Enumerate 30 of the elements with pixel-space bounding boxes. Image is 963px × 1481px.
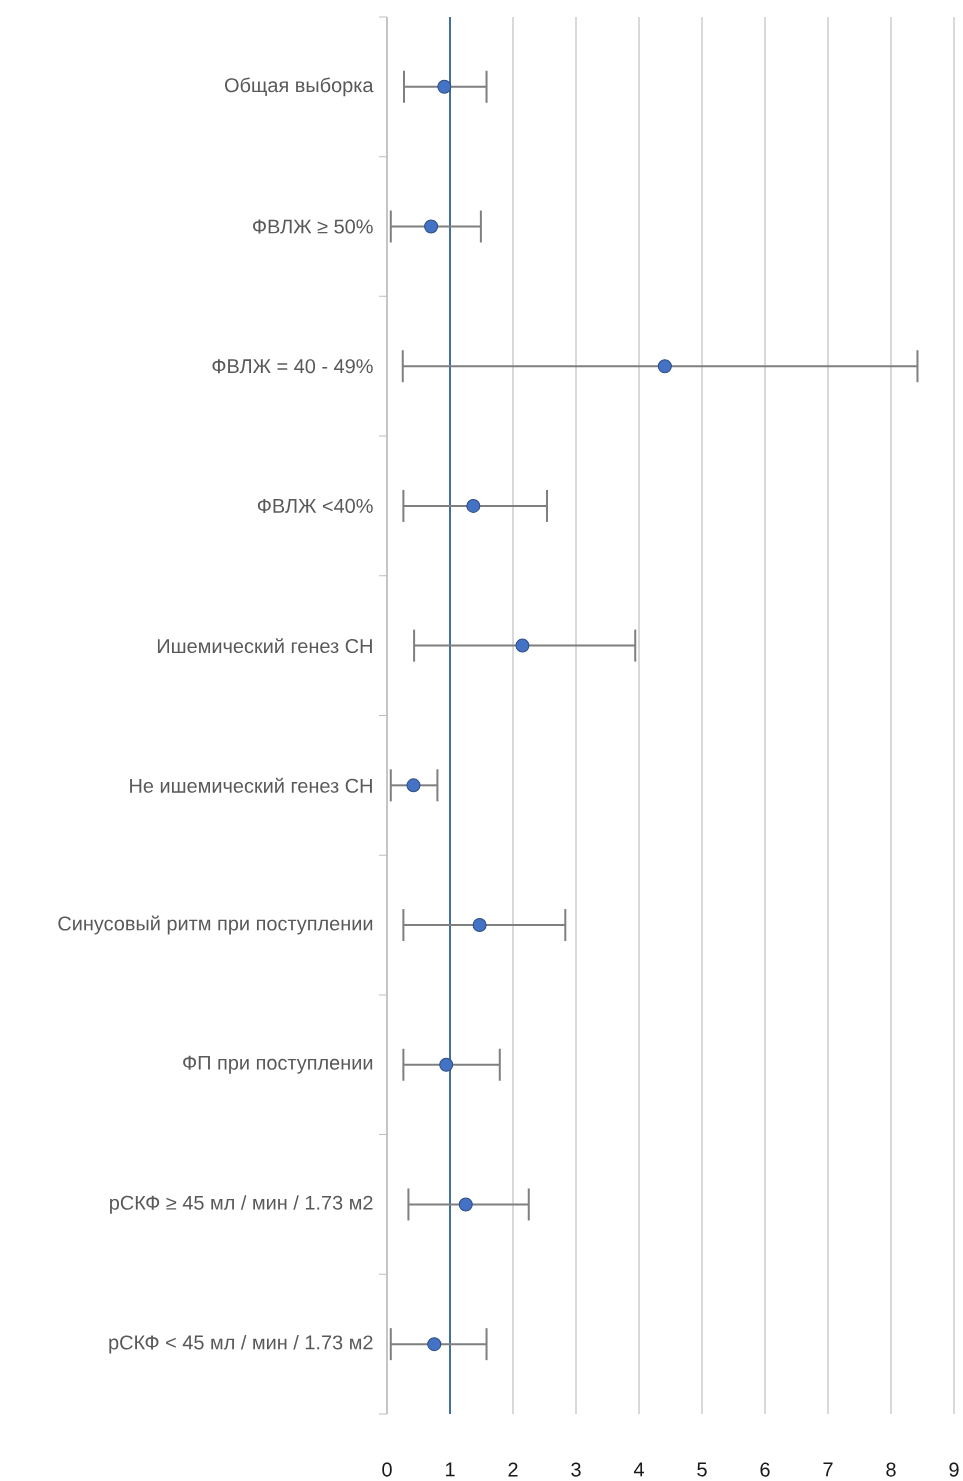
x-tick-label: 7 <box>823 1462 833 1477</box>
point <box>406 778 421 793</box>
x-tick-label: 0 <box>382 1462 392 1477</box>
point <box>657 359 672 374</box>
x-tick-label: 9 <box>949 1462 959 1477</box>
y-tick-label: ФВЛЖ ≥ 50% <box>253 219 373 234</box>
point <box>437 79 452 94</box>
y-tick-label: рСКФ ≥ 45 мл / мин / 1.73 м2 <box>110 1195 373 1214</box>
point <box>439 1057 454 1072</box>
x-tick-label: 6 <box>760 1462 770 1477</box>
point <box>515 638 530 653</box>
point <box>466 498 481 513</box>
x-tick-label: 3 <box>571 1462 581 1477</box>
x-tick-label: 4 <box>633 1462 644 1477</box>
x-tick-label: 2 <box>508 1462 518 1477</box>
point <box>427 1337 442 1352</box>
y-tick-label: Не ишемический генез СН <box>130 777 372 793</box>
point <box>424 219 439 234</box>
y-tick-label: Ишемический генез СН <box>157 638 372 654</box>
y-tick-label: рСКФ < 45 мл / мин / 1.73 м2 <box>109 1334 373 1354</box>
point <box>472 918 487 933</box>
y-tick-label: Синусовый ритм при поступлении <box>58 915 373 935</box>
y-tick-label: ФП при поступлении <box>183 1055 373 1074</box>
point <box>458 1197 473 1212</box>
y-tick-label: Общая выборка <box>224 77 374 97</box>
y-tick-label: ФВЛЖ <40% <box>257 498 373 513</box>
x-tick-label: 5 <box>697 1462 707 1477</box>
x-tick-label: 8 <box>886 1462 896 1477</box>
y-tick-label: ФВЛЖ = 40 - 49% <box>212 359 373 374</box>
x-tick-label: 1 <box>445 1462 455 1477</box>
